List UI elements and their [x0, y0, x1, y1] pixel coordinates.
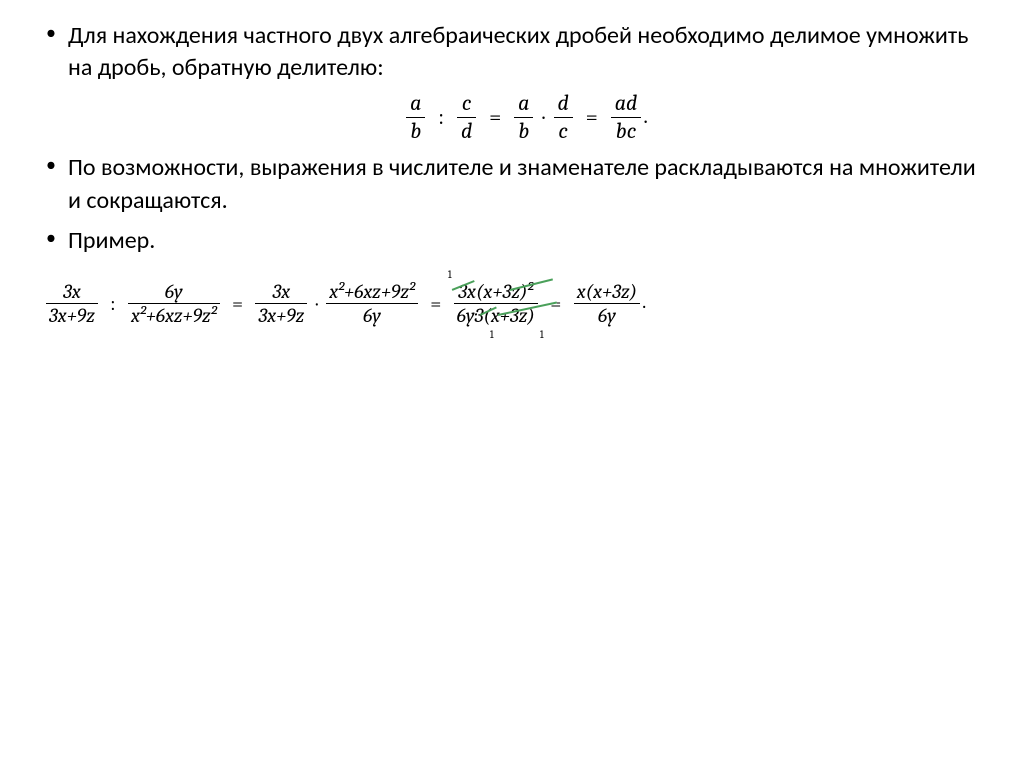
ex-colon: : [110, 292, 115, 315]
anno-bot-1: 1 [490, 328, 494, 341]
ex-eq-2: = [430, 292, 441, 315]
bullet-3-text: Пример. [68, 226, 155, 255]
rule-eq-1: = [489, 104, 501, 130]
ex-t6-num: x(x+3z) [574, 280, 640, 304]
anno-bot-2: 1 [540, 328, 544, 341]
rule-frac-3: a b [514, 91, 533, 145]
ex-t1-den: 3x+9z [46, 304, 98, 327]
anno-top-1: 1 [448, 268, 452, 281]
ex-dot: · [316, 292, 318, 315]
ex-frac-6: x(x+3z) 6y [574, 280, 640, 327]
bullet-1-text: Для нахождения частного двух алгебраичес… [68, 21, 968, 82]
rule-f4-den: c [554, 118, 573, 144]
rule-f3-num: a [514, 91, 533, 118]
ex-t1-num: 3x [46, 280, 98, 304]
rule-f2-num: c [457, 91, 476, 118]
bullet-list: Для нахождения частного двух алгебраичес… [40, 20, 984, 258]
ex-cancel-wrap: 3x(x+3z)² 6y·3(x+3z) 1 1 1 [452, 280, 540, 327]
ex-t2-den: x²+6xz+9z² [128, 304, 220, 327]
rule-colon: : [438, 104, 444, 130]
rule-f1-den: b [406, 118, 425, 144]
bullet-2-text: По возможности, выражения в числителе и … [68, 153, 976, 214]
rule-frac-5: ad bc [611, 91, 642, 145]
rule-f1-num: a [406, 91, 425, 118]
rule-eq-2: = [586, 104, 598, 130]
rule-frac-1: a b [406, 91, 425, 145]
rule-period: . [643, 103, 648, 129]
rule-frac-4: d c [554, 91, 573, 145]
ex-frac-1: 3x 3x+9z [46, 280, 98, 327]
ex-t3-num: 3x [255, 280, 307, 304]
rule-f3-den: b [514, 118, 533, 144]
ex-t4-num: x²+6xz+9z² [326, 280, 418, 304]
ex-t4-den: 6y [326, 304, 418, 327]
ex-t3-den: 3x+9z [255, 304, 307, 327]
rule-dot: · [542, 104, 544, 130]
example-equation: 3x 3x+9z : 6y x²+6xz+9z² = 3x 3x+9z · x²… [44, 280, 984, 327]
ex-frac-4: x²+6xz+9z² 6y [326, 280, 418, 327]
ex-t2-num: 6y [128, 280, 220, 304]
rule-equation: a b : c d = a b · d c = ad bc . [68, 91, 984, 145]
ex-t6-den: 6y [574, 304, 640, 327]
rule-f5-den: bc [611, 118, 642, 144]
rule-frac-2: c d [457, 91, 476, 145]
rule-f2-den: d [457, 118, 476, 144]
rule-f5-num: ad [611, 91, 642, 118]
bullet-1: Для нахождения частного двух алгебраичес… [40, 20, 984, 144]
ex-frac-3: 3x 3x+9z [255, 280, 307, 327]
bullet-2: По возможности, выражения в числителе и … [40, 152, 984, 217]
ex-eq-1: = [232, 292, 243, 315]
ex-frac-2: 6y x²+6xz+9z² [128, 280, 220, 327]
ex-period: . [642, 290, 646, 313]
rule-f4-num: d [554, 91, 573, 118]
bullet-3: Пример. [40, 225, 984, 257]
